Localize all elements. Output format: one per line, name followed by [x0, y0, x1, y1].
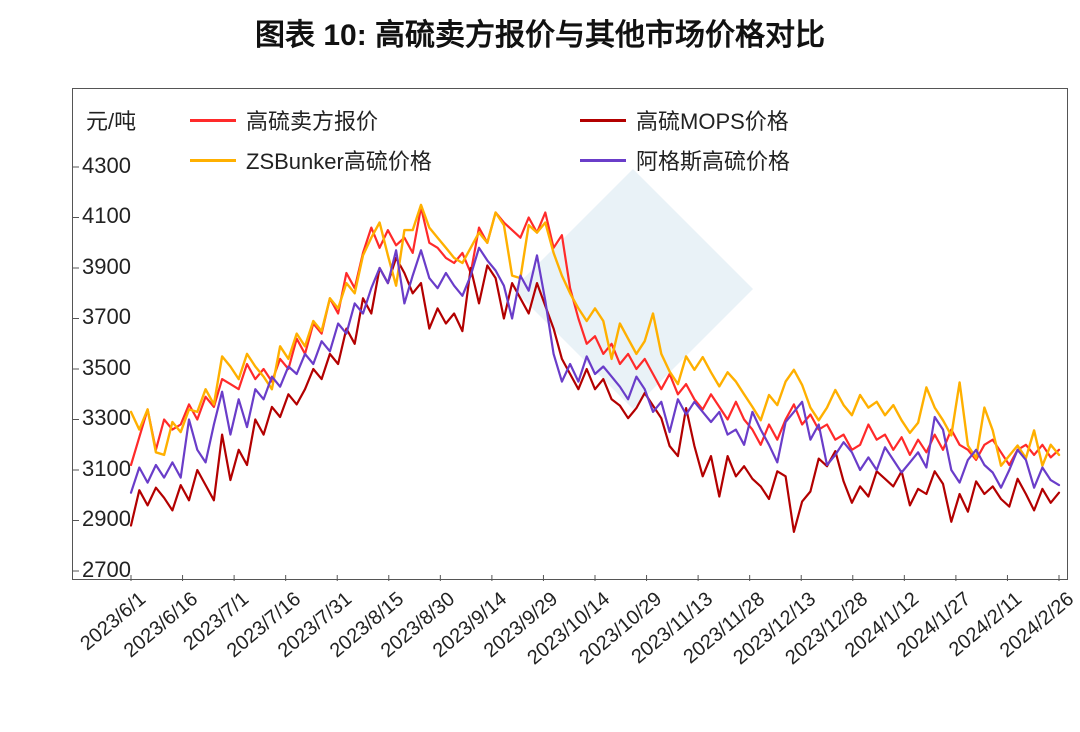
figure: 图表 10: 高硫卖方报价与其他市场价格对比 元/吨 2700290031003…	[0, 0, 1080, 732]
legend-swatch	[190, 159, 236, 162]
legend-label: 高硫MOPS价格	[636, 104, 789, 136]
y-axis-label: 元/吨	[86, 104, 136, 136]
legend-swatch	[190, 119, 236, 122]
legend-item: 阿格斯高硫价格	[580, 144, 790, 176]
legend-item: ZSBunker高硫价格	[190, 144, 432, 176]
legend-item: 高硫卖方报价	[190, 104, 378, 136]
legend-swatch	[580, 159, 626, 162]
chart-title: 图表 10: 高硫卖方报价与其他市场价格对比	[0, 0, 1080, 54]
legend-item: 高硫MOPS价格	[580, 104, 789, 136]
legend-swatch	[580, 119, 626, 122]
legend-label: ZSBunker高硫价格	[246, 144, 432, 176]
legend-label: 高硫卖方报价	[246, 104, 378, 136]
watermark-diamond	[513, 169, 753, 409]
legend-label: 阿格斯高硫价格	[636, 144, 790, 176]
